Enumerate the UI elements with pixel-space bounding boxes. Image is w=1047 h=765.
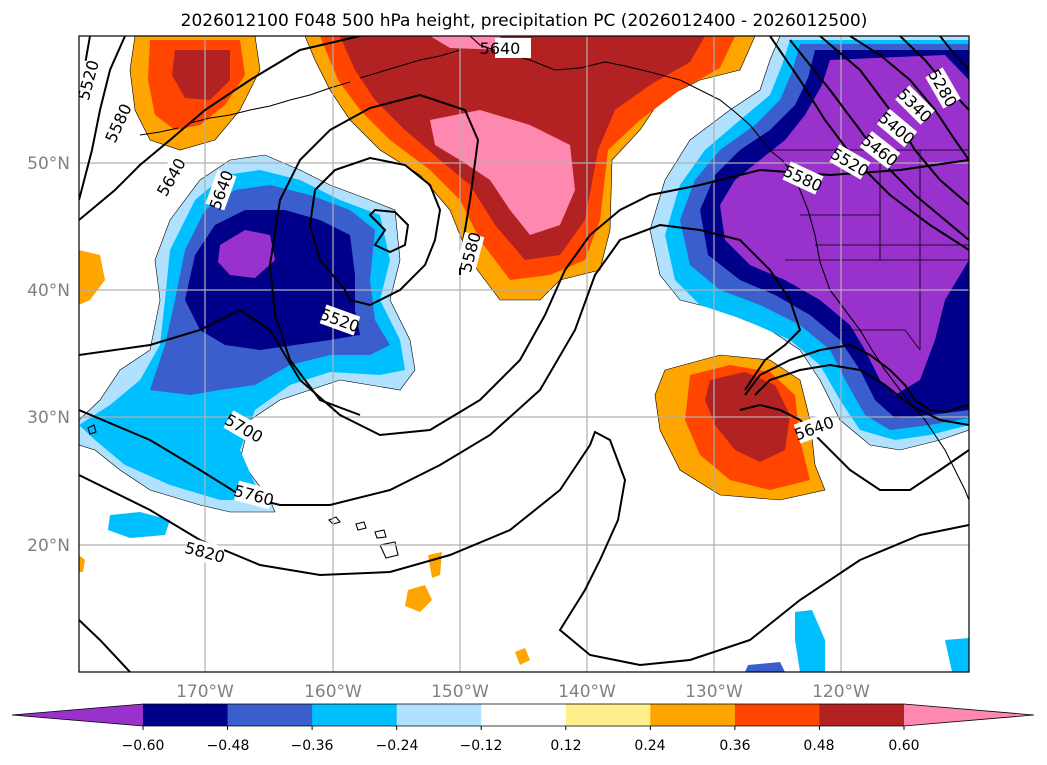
colorbar-tick-label: 0.48: [803, 738, 834, 754]
colorbar-segment: [312, 704, 398, 726]
colorbar-extend-min: [12, 704, 143, 726]
colorbar: [11, 703, 1035, 730]
latitude-labels: 50°N 40°N 30°N 20°N: [27, 154, 70, 556]
colorbar-tick-label: 0.60: [888, 738, 919, 754]
positive-anomaly-small-cells: [79, 552, 530, 665]
lat-label: 40°N: [27, 281, 70, 301]
lon-label: 160°W: [304, 682, 362, 702]
lon-label: 170°W: [176, 682, 234, 702]
longitude-labels: 170°W 160°W 150°W 140°W 130°W 120°W: [176, 682, 870, 702]
colorbar-extend-max: [904, 704, 1034, 726]
colorbar-segment: [734, 704, 820, 726]
lon-label: 120°W: [812, 682, 870, 702]
colorbar-tick-label: −0.12: [460, 738, 503, 754]
lat-label: 20°N: [27, 536, 70, 556]
colorbar-segment: [227, 704, 313, 726]
colorbar-segment: [650, 704, 736, 726]
colorbar-segment: [396, 704, 482, 726]
colorbar-tick-label: 0.12: [550, 738, 581, 754]
colorbar-segment: [481, 704, 567, 726]
colorbar-segment: [143, 704, 229, 726]
colorbar-ticks: −0.60 −0.48 −0.36 −0.24 −0.12 0.12 0.24 …: [122, 738, 920, 754]
lon-label: 150°W: [431, 682, 489, 702]
colorbar-tick-label: −0.60: [122, 738, 165, 754]
colorbar-segment: [565, 704, 651, 726]
contour-label: 5640: [480, 39, 521, 58]
colorbar-tick-label: −0.24: [376, 738, 419, 754]
lat-label: 30°N: [27, 408, 70, 428]
map-frame: [78, 35, 970, 673]
positive-anomaly-northwest: [129, 36, 261, 151]
colorbar-tick-label: 0.24: [634, 738, 665, 754]
colorbar-tick-label: −0.36: [291, 738, 334, 754]
map-title: 2026012100 F048 500 hPa height, precipit…: [181, 11, 868, 31]
positive-anomaly-west-edge: [79, 250, 105, 305]
lon-label: 130°W: [685, 682, 743, 702]
colorbar-tick-label: 0.36: [719, 738, 750, 754]
negative-anomaly-small-cells: [108, 512, 969, 672]
political-boundaries: [770, 149, 969, 351]
lat-label: 50°N: [27, 154, 70, 174]
map-plot-area: 5520 5580 5640 5640 5640 5580 5520 5700 …: [79, 36, 969, 672]
lon-label: 140°W: [558, 682, 616, 702]
colorbar-tick-label: −0.48: [207, 738, 250, 754]
colorbar-segment: [819, 704, 905, 726]
